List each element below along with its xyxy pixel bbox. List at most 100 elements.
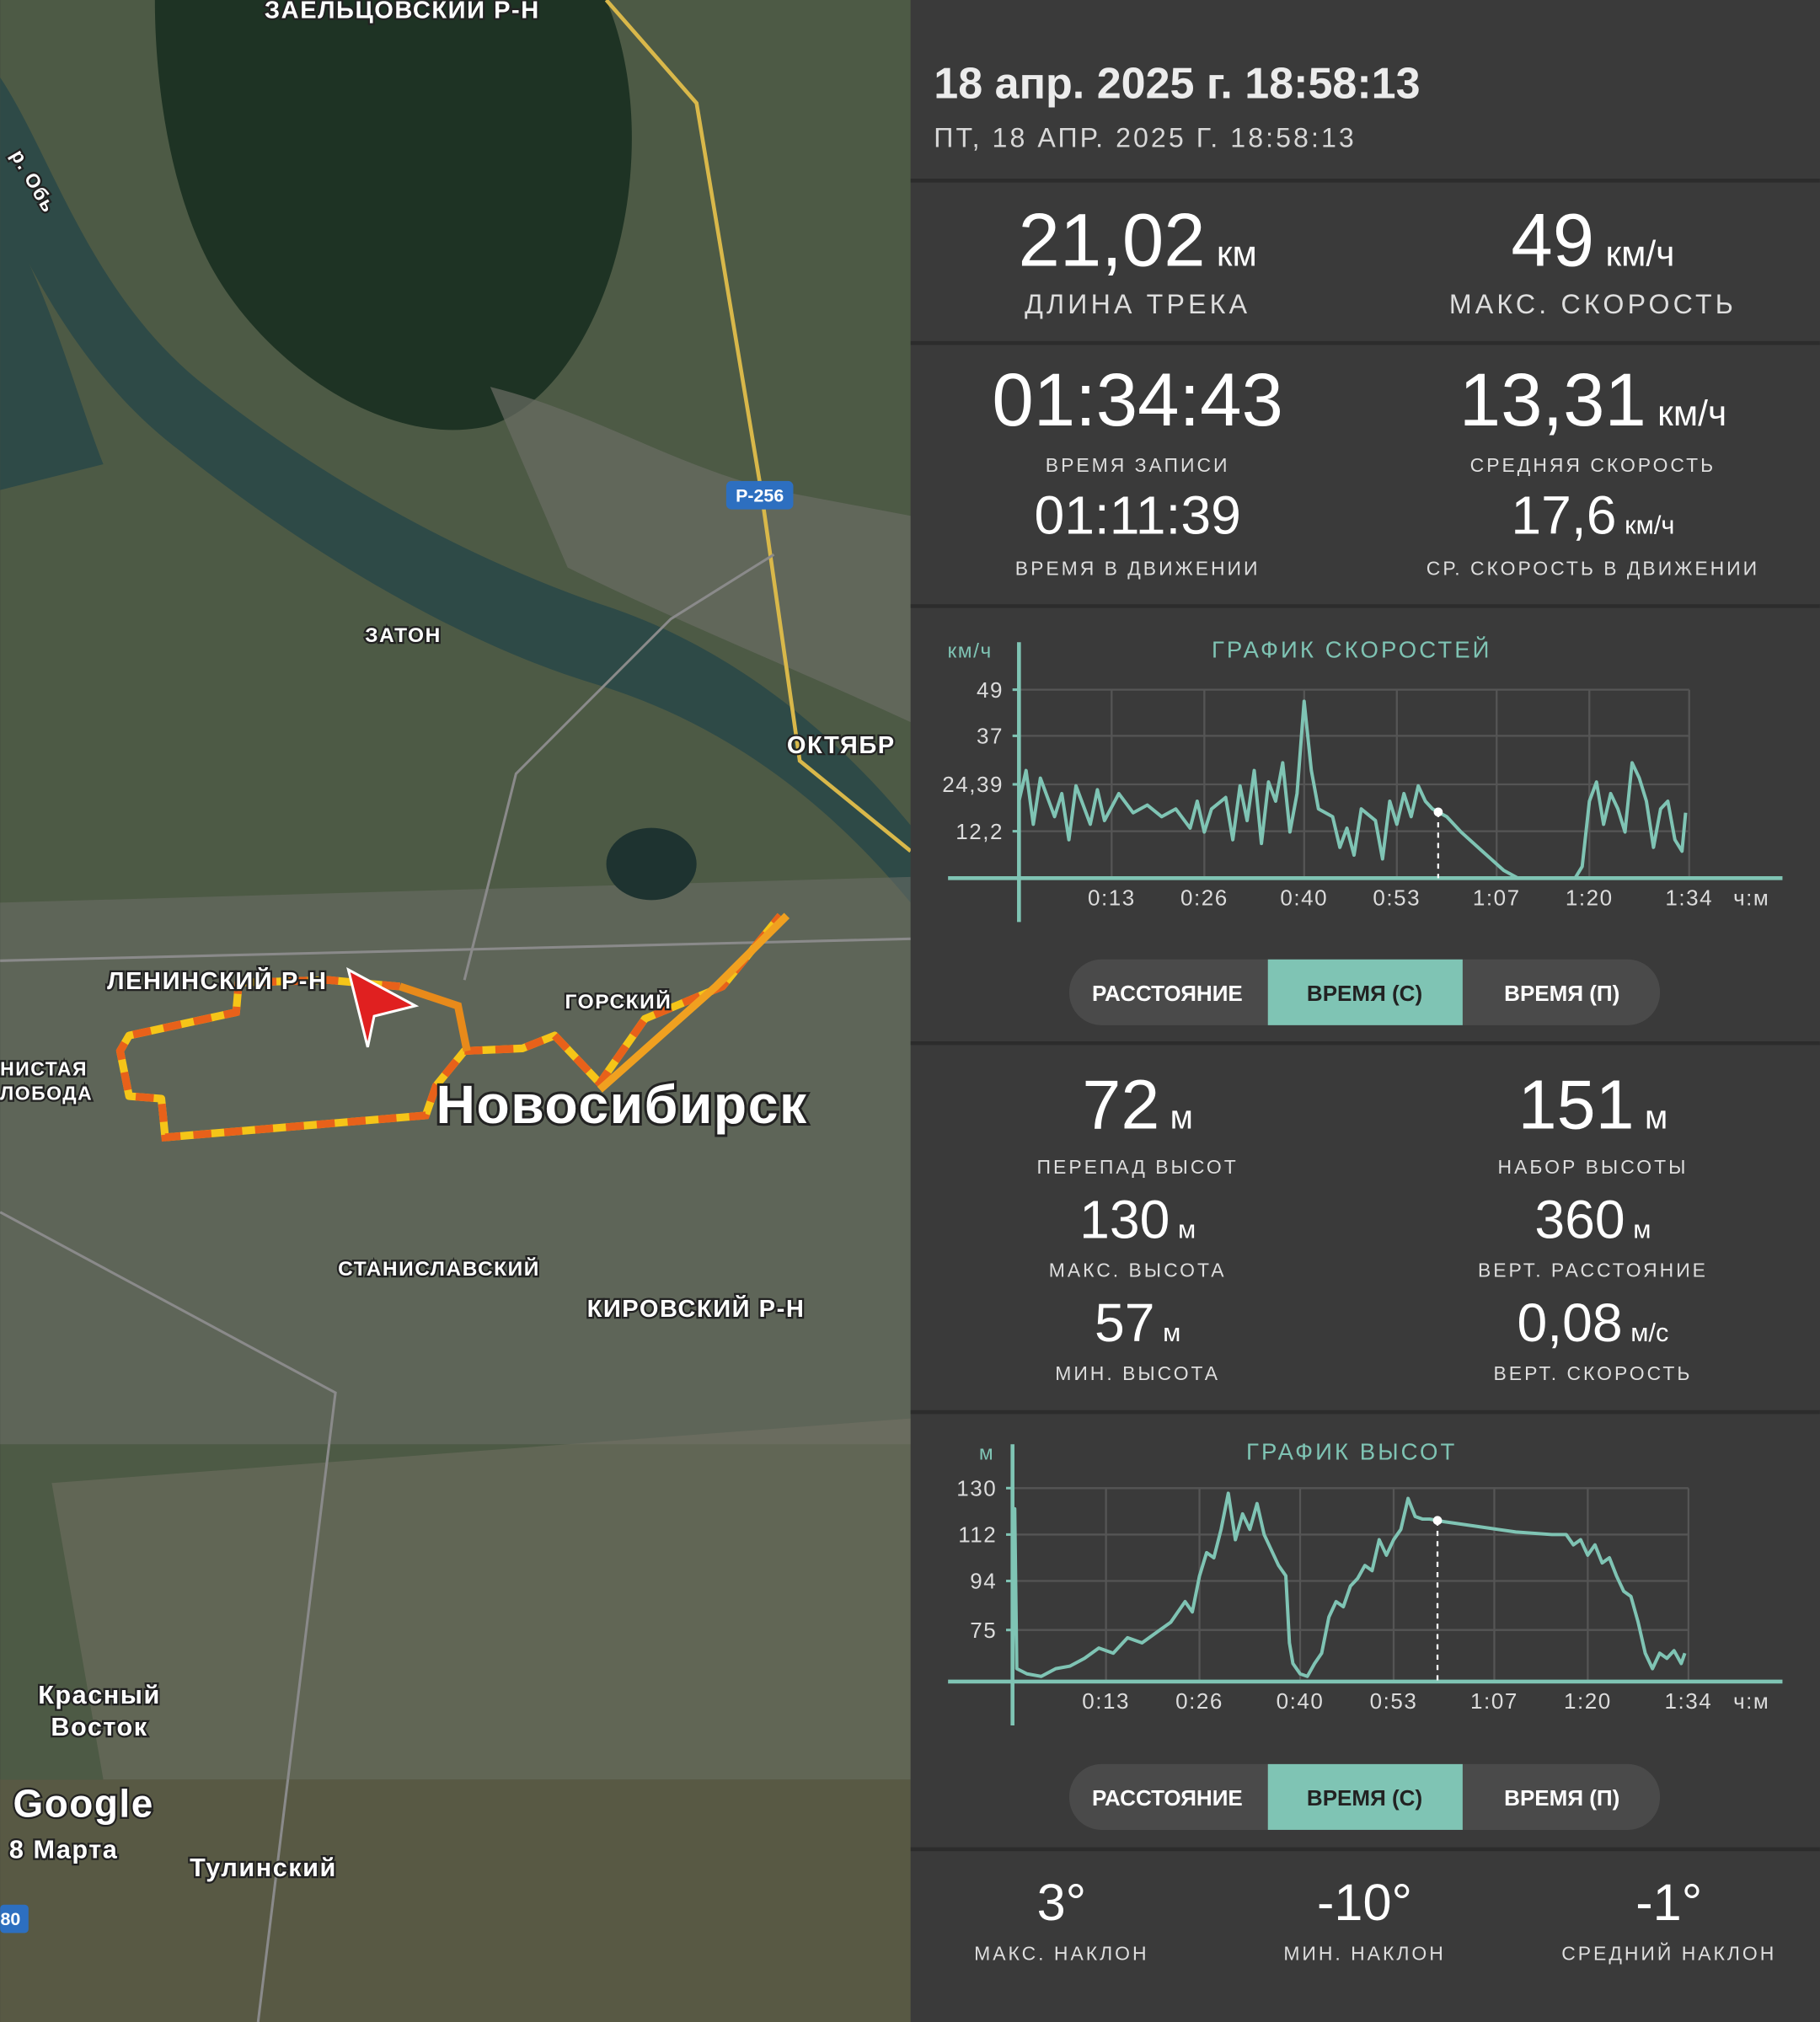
river: [0, 77, 911, 903]
forest: [154, 0, 632, 431]
river-arm: [0, 206, 104, 490]
data-line: [1017, 699, 1688, 880]
panel-content: 21,02 км ДЛИНА ТРЕКА 49 км/ч МАКС. СКОРОСТЬ 01…: [910, 178, 1820, 1965]
stat-value: 01:11:39: [1034, 485, 1240, 546]
x-tick-label: 0:13: [1088, 885, 1136, 910]
date-title: 18 апр. 2025 г. 18:58:13: [934, 59, 1420, 108]
track: [399, 982, 471, 1052]
x-tick-label: 1:20: [1566, 885, 1614, 910]
mode-button[interactable]: ВРЕМЯ (П): [1504, 1785, 1619, 1811]
stat-value: 151 м: [1518, 1065, 1668, 1143]
road-badge-text: 80: [0, 1909, 20, 1929]
stat-label: МИН. ВЫСОТА: [1055, 1362, 1220, 1384]
stat-label: НАБОР ВЫСОТЫ: [1498, 1156, 1689, 1178]
road-badge: [0, 1904, 29, 1934]
stat-unit: м: [1645, 1099, 1667, 1136]
stat-number: 3°: [1037, 1874, 1087, 1931]
urban-area: [51, 1418, 911, 1780]
stat-unit: м/с: [1630, 1318, 1668, 1347]
map-label: КИРОВСКИЙ Р-Н: [587, 1294, 806, 1323]
stat-number: 130: [1079, 1189, 1170, 1249]
x-tick-label: 1:07: [1470, 1688, 1518, 1714]
stat-value: -10°: [1317, 1874, 1412, 1931]
stat-label: ВРЕМЯ В ДВИЖЕНИИ: [1015, 558, 1261, 580]
urban-area: [490, 387, 911, 723]
stat-value: 17,6 км/ч: [1511, 485, 1674, 546]
stat-label: ВЕРТ. РАССТОЯНИЕ: [1478, 1259, 1708, 1281]
cursor-dot: [1433, 807, 1443, 817]
stat-value: 0,08 м/с: [1517, 1292, 1668, 1353]
stat-value: 13,31 км/ч: [1459, 358, 1726, 441]
stat-value: 3°: [1037, 1874, 1087, 1931]
stat-number: 17,6: [1511, 485, 1616, 546]
stat-label: ВЕРТ. СКОРОСТЬ: [1494, 1362, 1693, 1384]
map-label: Восток: [51, 1713, 147, 1741]
mode-button[interactable]: ВРЕМЯ (С): [1307, 981, 1422, 1006]
stat-unit: м: [1163, 1318, 1180, 1347]
road: [463, 553, 775, 981]
stat-unit: км: [1217, 233, 1257, 274]
cursor-dot: [1432, 1516, 1443, 1526]
date-subtitle: ПТ, 18 АПР. 2025 Г. 18:58:13: [934, 122, 1357, 152]
stat-number: 57: [1095, 1292, 1154, 1353]
map-label: СТАНИСЛАВСКИЙ: [338, 1257, 540, 1281]
y-tick-label: 94: [970, 1569, 997, 1594]
stat-unit: м: [1633, 1214, 1651, 1244]
city-label: Новосибирск: [436, 1074, 808, 1135]
fields: [0, 1779, 911, 2022]
mode-button[interactable]: РАССТОЯНИЕ: [1092, 1785, 1243, 1811]
stat-unit: км/ч: [1606, 233, 1675, 274]
x-tick-label: 0:53: [1373, 885, 1421, 910]
stat-label: МИН. НАКЛОН: [1283, 1943, 1445, 1965]
y-tick-label: 75: [970, 1618, 997, 1643]
stat-label: СР. СКОРОСТЬ В ДВИЖЕНИИ: [1427, 558, 1759, 580]
y-tick-label: 12,2: [956, 819, 1004, 844]
stat-label: ДЛИНА ТРЕКА: [1025, 289, 1250, 319]
stat-number: 0,08: [1517, 1292, 1622, 1353]
stat-value: 21,02 км: [1018, 198, 1256, 281]
x-tick-label: 0:40: [1280, 885, 1328, 910]
stat-number: 01:11:39: [1034, 485, 1240, 546]
stat-label: СРЕДНИЙ НАКЛОН: [1561, 1943, 1776, 1965]
mode-button[interactable]: РАССТОЯНИЕ: [1092, 981, 1243, 1006]
data-line: [1010, 1491, 1687, 1678]
map-label: НИСТАЯ: [0, 1058, 88, 1080]
active-segment: [1267, 959, 1463, 1025]
y-tick-label: 112: [958, 1522, 997, 1548]
urban-area: [0, 876, 911, 1445]
stat-value: 57 м: [1095, 1292, 1180, 1353]
stat-number: 49: [1511, 198, 1594, 281]
mode-button[interactable]: ВРЕМЯ (П): [1504, 981, 1619, 1006]
mode-button[interactable]: ВРЕМЯ (С): [1307, 1785, 1422, 1811]
stat-value: 01:34:43: [992, 358, 1283, 441]
stat-number: 72: [1082, 1065, 1159, 1143]
stat-value: -1°: [1635, 1874, 1702, 1931]
google-logo: Google: [13, 1782, 153, 1826]
stat-number: -10°: [1317, 1874, 1412, 1931]
stat-value: 49 км/ч: [1511, 198, 1674, 281]
x-tick-label: 1:07: [1473, 885, 1521, 910]
x-tick-label: 0:13: [1082, 1688, 1130, 1714]
map-label: Красный: [38, 1681, 161, 1709]
map-label: 8 Марта: [9, 1836, 118, 1864]
stat-value: 360 м: [1534, 1189, 1651, 1249]
x-tick-label: 1:20: [1564, 1688, 1612, 1714]
stat-value: 72 м: [1082, 1065, 1193, 1143]
y-unit: км/ч: [948, 640, 993, 663]
x-tick-label: 1:34: [1665, 885, 1713, 910]
position-arrow: [346, 967, 420, 1048]
road: [0, 1211, 337, 2022]
track-speed: [115, 912, 784, 1142]
y-unit: м: [979, 1442, 994, 1465]
stat-number: 21,02: [1018, 198, 1205, 281]
stat-number: -1°: [1635, 1874, 1702, 1931]
stat-value: 130 м: [1079, 1189, 1196, 1249]
stat-number: 01:34:43: [992, 358, 1283, 441]
y-tick-label: 37: [977, 724, 1004, 749]
stat-label: МАКС. НАКЛОН: [974, 1943, 1148, 1965]
x-tick-label: 0:40: [1277, 1688, 1325, 1714]
stat-number: 360: [1534, 1189, 1625, 1249]
map-label: Тулинский: [190, 1854, 337, 1882]
y-tick-label: 130: [956, 1476, 997, 1501]
